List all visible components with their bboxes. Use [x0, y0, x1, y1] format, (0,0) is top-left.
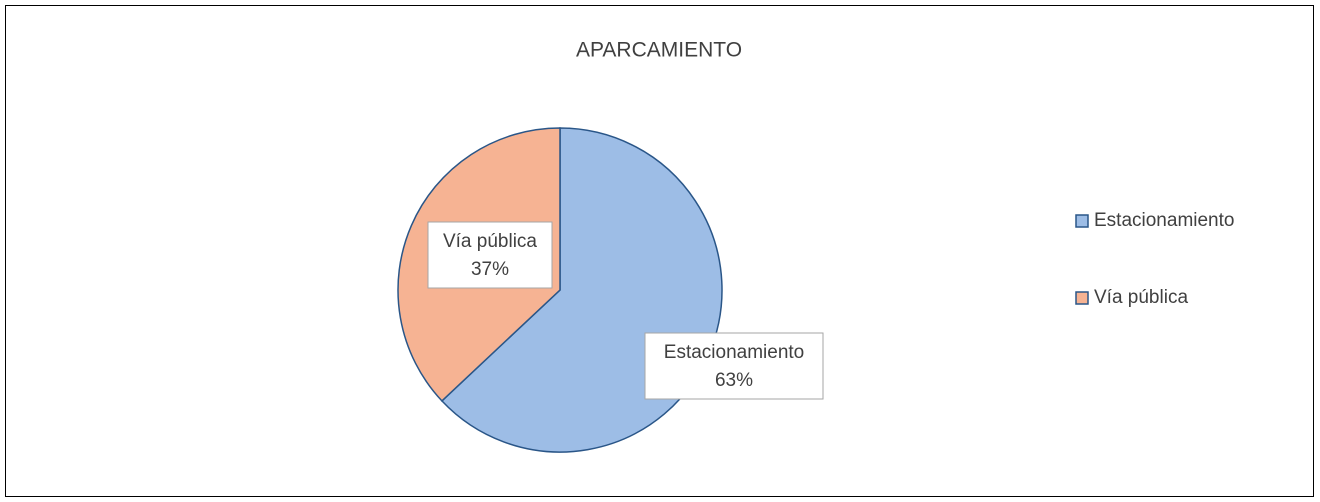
- data-label-value: 37%: [471, 259, 509, 280]
- legend-label: Estacionamiento: [1094, 210, 1234, 231]
- legend-label: Vía pública: [1094, 287, 1188, 308]
- data-label-value: 63%: [715, 370, 753, 391]
- data-label-box: [427, 221, 553, 289]
- legend-swatch: [1075, 291, 1089, 305]
- data-label-category: Vía pública: [443, 231, 537, 252]
- data-label-box: [644, 332, 824, 400]
- legend-swatch: [1075, 214, 1089, 228]
- data-label-category: Estacionamiento: [664, 342, 804, 363]
- chart-title: APARCAMIENTO: [576, 39, 742, 62]
